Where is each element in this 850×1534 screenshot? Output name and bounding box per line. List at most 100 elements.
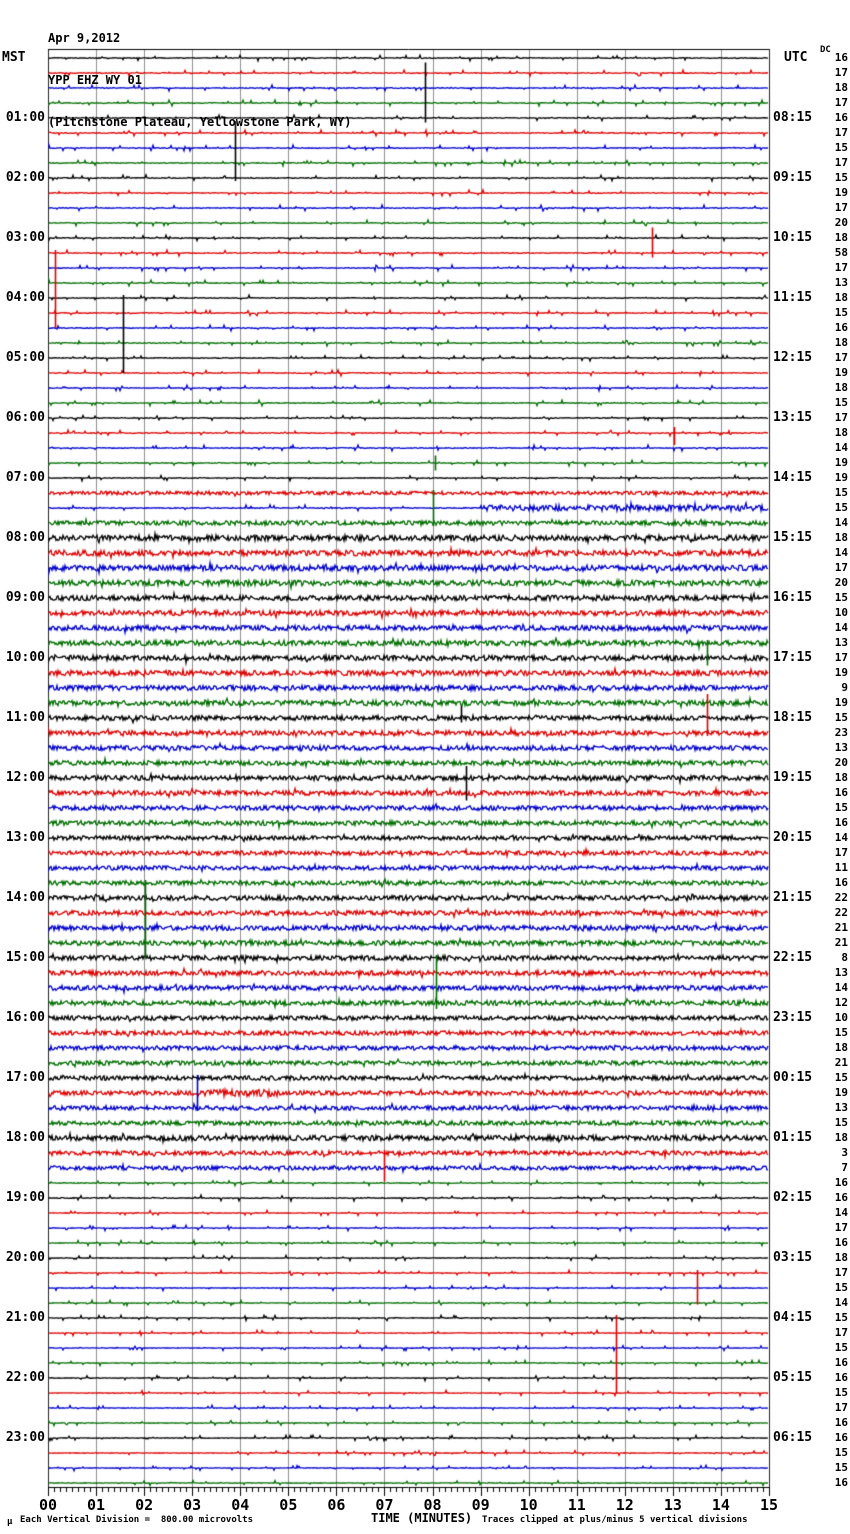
dc-offset-value: 19 — [834, 366, 848, 379]
mst-hour-label: 16:00 — [5, 1010, 45, 1025]
dc-offset-value: 14 — [834, 1296, 848, 1309]
dc-offset-value: 17 — [834, 126, 848, 139]
dc-offset-value: 15 — [834, 306, 848, 319]
mst-hour-label: 19:00 — [5, 1190, 45, 1205]
dc-offset-value: 17 — [834, 651, 848, 664]
dc-offset-value: 8 — [841, 951, 848, 964]
dc-offset-value: 15 — [834, 1116, 848, 1129]
dc-offset-value: 18 — [834, 291, 848, 304]
utc-hour-label: 15:15 — [773, 530, 813, 545]
title-location: (Pitchstone Plateau, Yellowstone Park, W… — [48, 115, 352, 129]
dc-offset-value: 19 — [834, 186, 848, 199]
dc-offset-value: 18 — [834, 771, 848, 784]
dc-offset-value: 15 — [834, 141, 848, 154]
dc-offset-value: 17 — [834, 1221, 848, 1234]
dc-offset-value: 16 — [834, 876, 848, 889]
dc-offset-value: 15 — [834, 1386, 848, 1399]
utc-hour-label: 03:15 — [773, 1250, 813, 1265]
dc-offset-value: 16 — [834, 1476, 848, 1489]
dc-offset-value: 18 — [834, 531, 848, 544]
dc-offset-value: 15 — [834, 591, 848, 604]
dc-offset-value: 19 — [834, 471, 848, 484]
dc-offset-value: 15 — [834, 501, 848, 514]
dc-offset-value: 3 — [841, 1146, 848, 1159]
mst-hour-label: 17:00 — [5, 1070, 45, 1085]
mst-hour-label: 18:00 — [5, 1130, 45, 1145]
dc-offset-value: 17 — [834, 1266, 848, 1279]
dc-offset-value: 16 — [834, 1176, 848, 1189]
utc-hour-label: 02:15 — [773, 1190, 813, 1205]
vertical-division-note: Each Vertical Division = 800.00 microvol… — [20, 1515, 253, 1525]
dc-offset-value: 15 — [834, 486, 848, 499]
dc-column-header: DC — [820, 45, 831, 55]
dc-offset-value: 17 — [834, 846, 848, 859]
x-tick-label: 12 — [615, 1496, 634, 1514]
utc-hour-label: 12:15 — [773, 350, 813, 365]
utc-hour-label: 21:15 — [773, 890, 813, 905]
dc-offset-value: 16 — [834, 51, 848, 64]
dc-offset-value: 20 — [834, 756, 848, 769]
dc-offset-value: 16 — [834, 111, 848, 124]
x-tick-label: 02 — [135, 1496, 154, 1514]
mst-axis-header: MST — [2, 50, 26, 65]
x-tick-label: 05 — [279, 1496, 298, 1514]
dc-offset-value: 18 — [834, 1041, 848, 1054]
utc-hour-label: 00:15 — [773, 1070, 813, 1085]
dc-offset-value: 15 — [834, 1311, 848, 1324]
utc-hour-label: 06:15 — [773, 1430, 813, 1445]
dc-offset-value: 13 — [834, 276, 848, 289]
dc-offset-value: 16 — [834, 321, 848, 334]
utc-axis-header: UTC — [784, 50, 808, 65]
utc-hour-label: 22:15 — [773, 950, 813, 965]
dc-offset-value: 58 — [834, 246, 848, 259]
dc-offset-value: 11 — [834, 861, 848, 874]
dc-offset-value: 13 — [834, 741, 848, 754]
title-date: Apr 9,2012 — [48, 31, 121, 45]
mst-hour-label: 11:00 — [5, 710, 45, 725]
mst-hour-label: 06:00 — [5, 410, 45, 425]
mst-hour-label: 13:00 — [5, 830, 45, 845]
dc-offset-value: 17 — [834, 561, 848, 574]
x-tick-label: 03 — [183, 1496, 202, 1514]
title-station: YPP EHZ WY 01 — [48, 73, 142, 87]
dc-offset-value: 14 — [834, 981, 848, 994]
dc-offset-value: 14 — [834, 441, 848, 454]
dc-offset-value: 14 — [834, 546, 848, 559]
dc-offset-value: 22 — [834, 906, 848, 919]
dc-offset-value: 14 — [834, 516, 848, 529]
dc-offset-value: 22 — [834, 891, 848, 904]
mst-hour-label: 23:00 — [5, 1430, 45, 1445]
x-tick-label: 00 — [38, 1496, 58, 1514]
dc-offset-value: 7 — [841, 1161, 848, 1174]
x-tick-label: 13 — [663, 1496, 682, 1514]
dc-offset-value: 19 — [834, 696, 848, 709]
mst-hour-label: 04:00 — [5, 290, 45, 305]
dc-offset-value: 13 — [834, 1101, 848, 1114]
dc-offset-value: 18 — [834, 426, 848, 439]
dc-offset-value: 12 — [834, 996, 848, 1009]
mst-hour-label: 10:00 — [5, 650, 45, 665]
dc-offset-value: 15 — [834, 1461, 848, 1474]
dc-offset-value: 16 — [834, 1191, 848, 1204]
dc-offset-value: 16 — [834, 1371, 848, 1384]
dc-offset-value: 17 — [834, 1326, 848, 1339]
dc-offset-value: 17 — [834, 156, 848, 169]
dc-offset-value: 16 — [834, 1356, 848, 1369]
x-tick-label: 10 — [519, 1496, 538, 1514]
x-tick-label: 06 — [327, 1496, 346, 1514]
dc-offset-value: 17 — [834, 351, 848, 364]
dc-offset-value: 19 — [834, 666, 848, 679]
dc-offset-value: 13 — [834, 966, 848, 979]
dc-offset-value: 21 — [834, 1056, 848, 1069]
mst-hour-label: 01:00 — [5, 110, 45, 125]
dc-offset-value: 15 — [834, 711, 848, 724]
mst-hour-label: 14:00 — [5, 890, 45, 905]
utc-hour-label: 10:15 — [773, 230, 813, 245]
dc-offset-value: 16 — [834, 816, 848, 829]
dc-offset-value: 17 — [834, 1401, 848, 1414]
dc-offset-value: 17 — [834, 411, 848, 424]
dc-offset-value: 18 — [834, 381, 848, 394]
dc-offset-value: 19 — [834, 1086, 848, 1099]
